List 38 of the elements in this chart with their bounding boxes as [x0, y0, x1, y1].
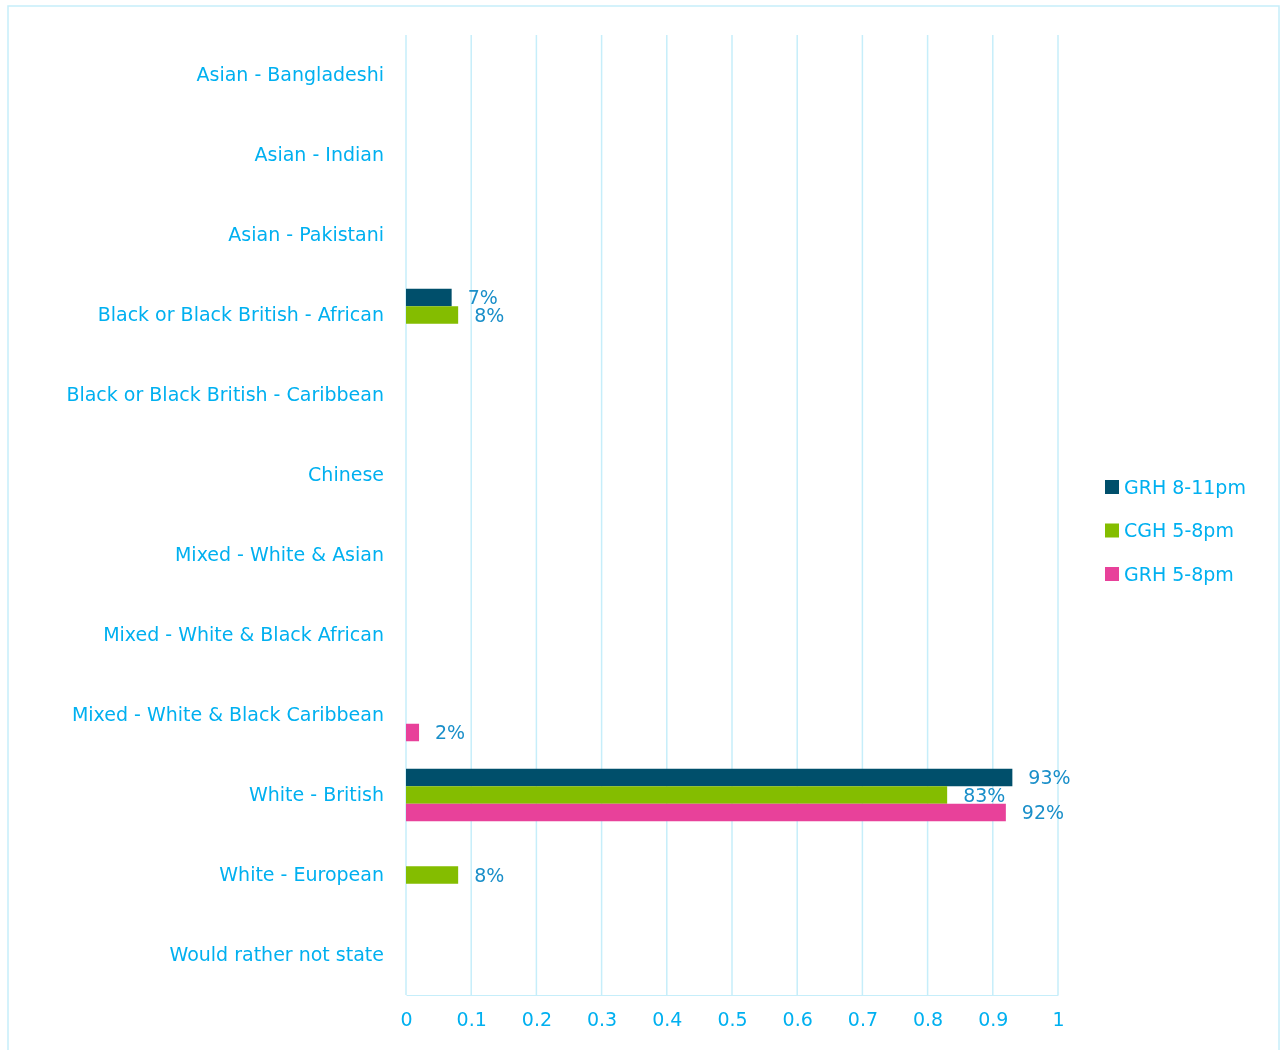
x-tick-label: 0.1: [456, 1008, 487, 1031]
y-tick-label: Black or Black British - African: [97, 303, 384, 326]
legend-label: GRH 5-8pm: [1124, 562, 1234, 585]
x-tick-label: 0.4: [652, 1008, 683, 1031]
bar: [406, 803, 1006, 822]
x-tick-label: 0.8: [912, 1008, 944, 1031]
bar: [406, 288, 452, 307]
bar: [406, 866, 459, 884]
y-tick-label: White - European: [219, 863, 384, 886]
x-tick-label: 0.6: [782, 1008, 813, 1031]
x-tick-label: 0.5: [717, 1008, 748, 1031]
legend-label: GRH 8-11pm: [1124, 475, 1246, 498]
x-tick-label: 0.9: [978, 1008, 1009, 1031]
bar: [406, 306, 459, 324]
bar: [406, 768, 1013, 787]
y-tick-label: Would rather not state: [169, 943, 384, 966]
x-tick-label: 0: [400, 1008, 413, 1031]
y-tick-label: Mixed - White & Black Caribbean: [71, 703, 384, 726]
data-label: 8%: [474, 863, 505, 886]
x-tick-label: 1: [1052, 1008, 1065, 1031]
y-tick-label: Mixed - White & Black African: [103, 623, 384, 646]
bar: [406, 723, 420, 742]
y-tick-label: Asian - Pakistani: [228, 223, 384, 246]
y-tick-label: Chinese: [308, 463, 384, 486]
bar: [406, 786, 948, 804]
y-tick-label: White - British: [249, 783, 384, 806]
data-label: 83%: [963, 783, 1006, 806]
data-label: 92%: [1021, 801, 1065, 824]
y-tick-label: Mixed - White & Asian: [174, 543, 384, 566]
x-tick-label: 0.7: [847, 1008, 879, 1031]
y-tick-label: Asian - Indian: [254, 143, 384, 166]
legend-label: CGH 5-8pm: [1124, 519, 1234, 542]
data-label: 93%: [1028, 766, 1071, 789]
y-tick-label: Black or Black British - Caribbean: [66, 383, 384, 406]
data-label: 2%: [435, 721, 466, 744]
x-tick-label: 0.2: [521, 1008, 553, 1031]
x-tick-label: 0.3: [586, 1008, 618, 1031]
y-tick-label: Asian - Bangladeshi: [196, 63, 384, 86]
